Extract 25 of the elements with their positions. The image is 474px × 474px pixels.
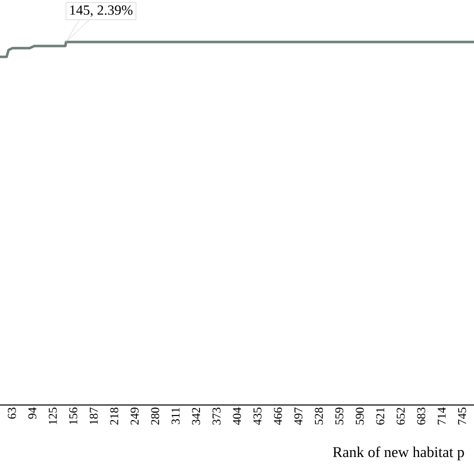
x-tick-label: 280 [151, 408, 160, 425]
x-tick-label: 311 [172, 408, 180, 424]
x-tick-label: 528 [314, 408, 323, 424]
x-tick-label: 745 [458, 408, 466, 424]
x-tick-label: 435 [253, 408, 262, 425]
annotation: 145, 2.39% [70, 5, 132, 17]
x-tick-label: 63 [8, 408, 16, 419]
x-tick-label: 187 [90, 408, 98, 424]
x-tick-label: 218 [110, 408, 118, 425]
x-tick-label: 714 [438, 407, 446, 424]
x-axis-title: Rank of new habitat p [332, 446, 464, 460]
x-tick-label: 652 [396, 408, 405, 425]
x-tick-label: 683 [417, 408, 426, 425]
x-tick-label: 466 [274, 408, 282, 425]
x-tick-label: 249 [130, 408, 139, 425]
x-tick-label: 156 [69, 408, 78, 424]
x-tick-label: 342 [192, 408, 200, 425]
x-tick-label: 373 [212, 408, 221, 425]
x-tick-label: 404 [232, 407, 242, 425]
x-tick-label: 590 [356, 408, 364, 424]
x-tick-label: 559 [335, 408, 344, 424]
x-tick-label: 94 [28, 407, 36, 419]
x-tick-label: 497 [294, 408, 302, 425]
x-tick-label: 125 [48, 408, 57, 424]
x-tick-label: 621 [376, 408, 384, 425]
